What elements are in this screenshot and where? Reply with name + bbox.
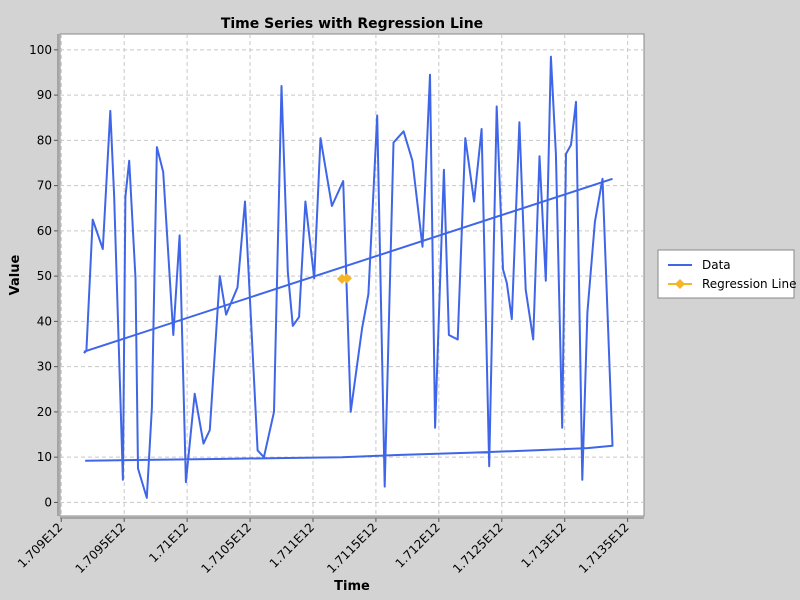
y-tick-label: 60 [37,224,52,238]
x-axis-label: Time [334,579,370,594]
legend-label-data: Data [702,258,731,272]
plot-area [59,33,645,517]
y-tick-label: 0 [44,495,52,509]
series-data-line [83,55,614,499]
y-tick-label: 10 [37,450,52,464]
y-tick-label: 90 [37,88,52,102]
y-tick-label: 80 [37,133,52,147]
legend-label-regression: Regression Line [702,277,796,291]
y-tick-label: 20 [37,405,52,419]
y-tick-label: 50 [37,269,52,283]
legend-marker-regression [675,279,685,289]
chart-title: Time Series with Regression Line [221,16,483,32]
legend: Data Regression Line [657,249,796,299]
y-tick-label: 70 [37,179,52,193]
y-axis-label: Value [8,254,23,295]
legend-box [657,249,795,299]
y-tick-label: 100 [29,43,52,57]
series-layer [83,55,614,499]
regression-point [341,273,352,284]
y-tick-label: 30 [37,360,52,374]
y-tick-label: 40 [37,314,52,328]
